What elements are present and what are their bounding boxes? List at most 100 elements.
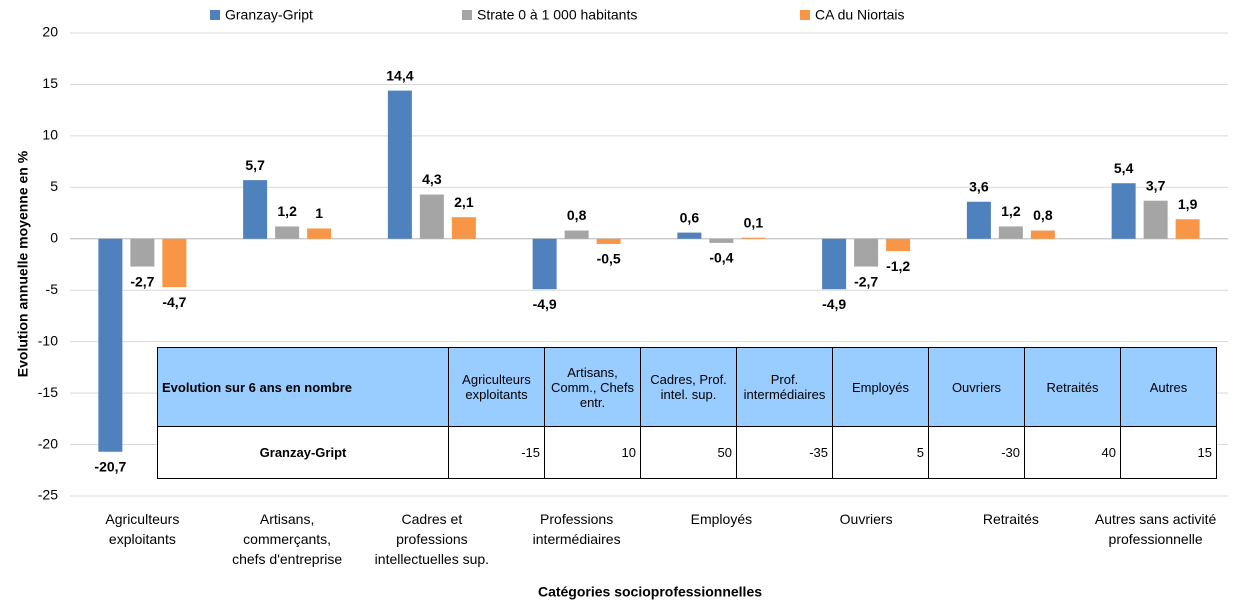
- x-tick-label: Cadres et professions intellectuelles sup.: [375, 511, 489, 567]
- table-cell: -30: [928, 426, 1025, 479]
- x-tick-line: Artisans,: [260, 511, 314, 527]
- table-cell: -35: [736, 426, 833, 479]
- table-header-cell: Artisans, Comm., Chefs entr.: [544, 347, 641, 427]
- value-label: 2,1: [454, 194, 474, 210]
- table-cell: Granzay-Gript: [157, 426, 449, 479]
- bar: [709, 238, 734, 243]
- bar: [886, 238, 911, 252]
- x-tick-line: intermédiaires: [533, 531, 621, 547]
- bar: [387, 90, 412, 239]
- value-label: 14,4: [386, 67, 413, 83]
- table-cell: -15: [448, 426, 545, 479]
- value-label: 0,8: [1033, 207, 1053, 223]
- bar: [532, 238, 557, 290]
- x-tick-line: chefs d'entreprise: [232, 551, 342, 567]
- bar: [677, 232, 702, 239]
- bar: [564, 230, 589, 239]
- x-tick-label: Agriculteurs exploitants: [105, 511, 179, 547]
- y-tick-label: -20: [38, 435, 58, 451]
- legend-swatch: [800, 10, 810, 20]
- y-tick-label: 10: [42, 127, 58, 143]
- x-tick-line: Agriculteurs: [105, 511, 179, 527]
- bar: [596, 238, 621, 244]
- x-tick-label: Artisans, commerçants, chefs d'entreprise: [232, 511, 342, 567]
- table-header-cell: Prof. intermédiaires: [736, 347, 833, 427]
- value-label: 1,2: [1001, 203, 1021, 219]
- value-label: -2,7: [130, 273, 154, 289]
- y-tick-label: 5: [50, 178, 58, 194]
- value-label: 0,8: [567, 207, 587, 223]
- table-header-row: Evolution sur 6 ans en nombre Agriculteur…: [157, 347, 1217, 427]
- value-label: -20,7: [94, 458, 126, 474]
- table-header-cell: Retraités: [1024, 347, 1121, 427]
- value-label: 5,4: [1114, 160, 1134, 176]
- table-cell: 15: [1120, 426, 1217, 479]
- y-tick-label: -15: [38, 384, 58, 400]
- value-label: 5,7: [245, 157, 265, 173]
- legend-label: Granzay-Gript: [225, 7, 313, 23]
- x-tick-label: Autres sans activité professionnelle: [1095, 511, 1217, 547]
- bar: [275, 226, 300, 239]
- bar: [451, 217, 476, 239]
- x-tick-line: Cadres et: [402, 511, 463, 527]
- table-cell: 10: [544, 426, 641, 479]
- bar: [741, 237, 766, 239]
- x-tick-line: Retraités: [983, 511, 1039, 527]
- y-tick-label: 15: [42, 75, 58, 91]
- x-tick-line: Professions: [540, 511, 613, 527]
- x-tick-label: Ouvriers: [840, 511, 893, 527]
- bar: [1175, 219, 1200, 239]
- x-tick-line: Employés: [691, 511, 752, 527]
- y-tick-label: -25: [38, 487, 58, 503]
- value-label: 0,6: [680, 209, 700, 225]
- table-header-cell: Employés: [832, 347, 929, 427]
- x-tick-label: Retraités: [983, 511, 1039, 527]
- table-cell: 50: [640, 426, 737, 479]
- table-header-cell: Autres: [1120, 347, 1217, 427]
- legend-swatch: [210, 10, 220, 20]
- bar: [307, 228, 332, 239]
- bar: [966, 201, 991, 239]
- table-row: Granzay-Gript -15 10 50 -35 5 -30 40 15: [157, 426, 1217, 479]
- x-tick-label: Employés: [691, 511, 752, 527]
- value-label: 1: [315, 205, 323, 221]
- table-header-cell: Cadres, Prof. intel. sup.: [640, 347, 737, 427]
- bar: [130, 238, 155, 267]
- bar: [1111, 183, 1136, 239]
- table-cell: 5: [832, 426, 929, 479]
- bar: [1030, 230, 1055, 239]
- data-table: Evolution sur 6 ans en nombre Agriculteur…: [157, 347, 1217, 479]
- x-tick-label: Professions intermédiaires: [533, 511, 621, 547]
- y-tick-label: -5: [46, 281, 59, 297]
- x-tick-line: Autres sans activité: [1095, 511, 1217, 527]
- value-label: -2,7: [854, 273, 878, 289]
- value-label: 1,9: [1178, 196, 1198, 212]
- table-header-cell: Agriculteurs exploitants: [448, 347, 545, 427]
- value-label: -4,9: [533, 296, 557, 312]
- legend-label: Strate 0 à 1 000 habitants: [477, 7, 637, 23]
- table-header-cell: Evolution sur 6 ans en nombre: [157, 347, 449, 427]
- bar: [854, 238, 879, 267]
- value-label: -4,7: [162, 294, 186, 310]
- value-label: 3,7: [1146, 177, 1166, 193]
- x-tick-line: professions: [396, 531, 468, 547]
- value-label: 3,6: [969, 178, 989, 194]
- bar: [419, 194, 444, 239]
- x-axis-label: Catégories socioprofessionnelles: [538, 584, 762, 600]
- bar: [243, 180, 268, 239]
- y-tick-label: -10: [38, 332, 58, 348]
- x-tick-line: exploitants: [109, 531, 176, 547]
- y-tick-label: 20: [42, 24, 58, 40]
- bar: [98, 238, 123, 452]
- value-label: 4,3: [422, 171, 442, 187]
- y-axis-label: Evolution annuelle moyenne en %: [15, 150, 31, 377]
- table-cell: 40: [1024, 426, 1121, 479]
- value-label: 1,2: [277, 203, 297, 219]
- value-label: -4,9: [822, 296, 846, 312]
- bar: [822, 238, 847, 290]
- value-label: -1,2: [886, 258, 910, 274]
- table-header-cell: Ouvriers: [928, 347, 1025, 427]
- value-label: -0,5: [597, 251, 621, 267]
